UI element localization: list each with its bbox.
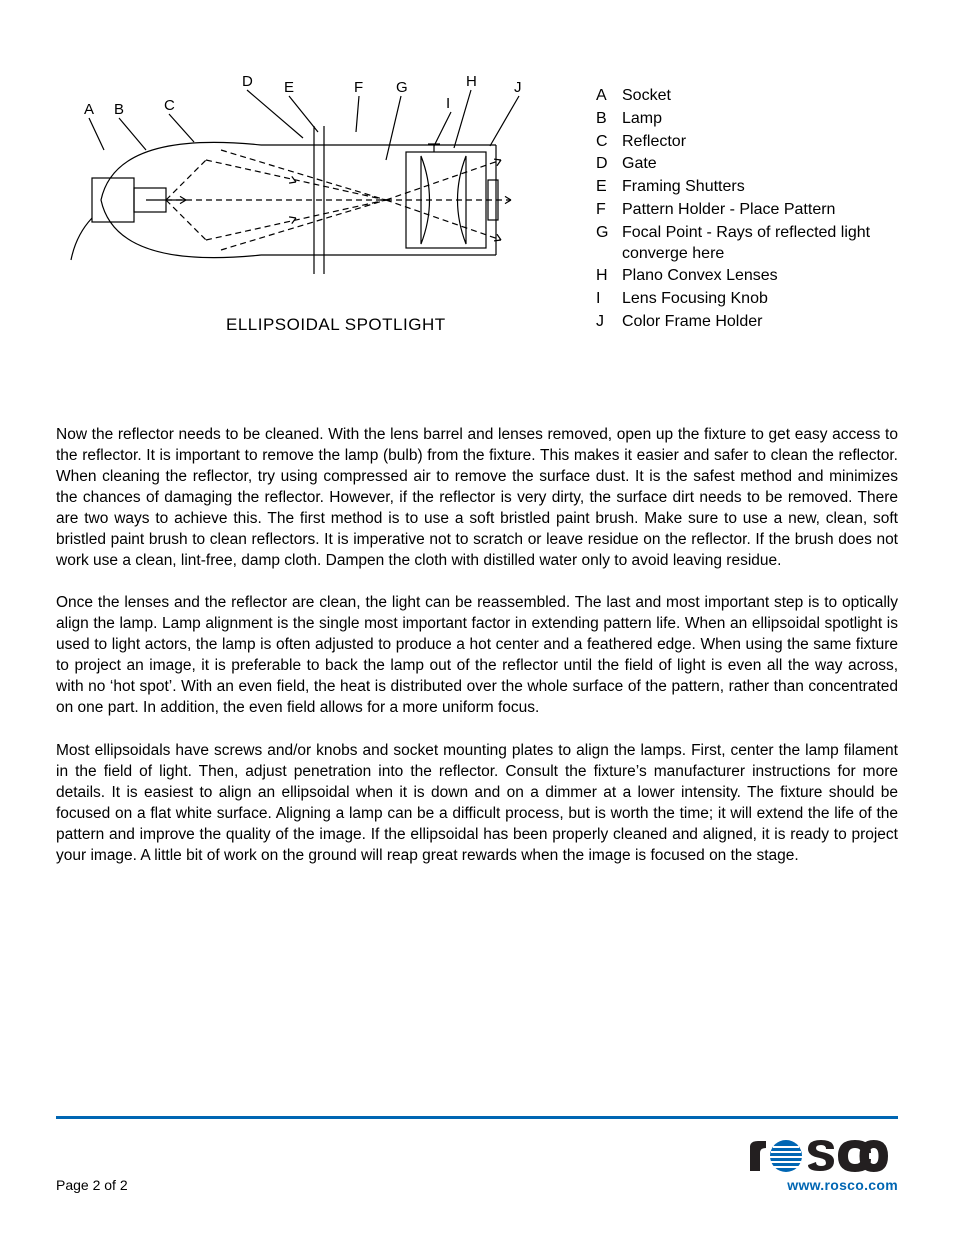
legend-letter: D	[596, 154, 622, 175]
footer-row: Page 2 of 2	[56, 1137, 898, 1193]
legend-text: Pattern Holder - Place Pattern	[622, 200, 898, 221]
legend-column: ASocketBLampCReflectorDGateEFraming Shut…	[596, 60, 898, 335]
page-footer: Page 2 of 2	[56, 1116, 898, 1193]
body-paragraph: Now the reflector needs to be cleaned. W…	[56, 425, 898, 571]
legend-row: BLamp	[596, 109, 898, 130]
legend-text: Reflector	[622, 132, 898, 153]
legend-row: DGate	[596, 154, 898, 175]
legend-row: ILens Focusing Knob	[596, 289, 898, 310]
legend-row: HPlano Convex Lenses	[596, 266, 898, 287]
legend-text: Focal Point - Rays of reflected light co…	[622, 223, 898, 265]
legend-letter: A	[596, 86, 622, 107]
svg-text:J: J	[514, 79, 522, 96]
legend-text: Lens Focusing Knob	[622, 289, 898, 310]
body-paragraph: Most ellipsoidals have screws and/or kno…	[56, 741, 898, 867]
body-text: Now the reflector needs to be cleaned. W…	[56, 425, 898, 867]
diagram-caption: ELLIPSOIDAL SPOTLIGHT	[226, 315, 566, 335]
legend-text: Plano Convex Lenses	[622, 266, 898, 287]
body-paragraph: Once the lenses and the reflector are cl…	[56, 593, 898, 719]
legend-text: Framing Shutters	[622, 177, 898, 198]
legend-row: GFocal Point - Rays of reflected light c…	[596, 223, 898, 265]
svg-text:C: C	[164, 97, 175, 114]
legend-text: Gate	[622, 154, 898, 175]
diagram-column: A B C D E F G HI J ELLIPSOIDAL SPOTLIGHT	[56, 60, 566, 335]
svg-text:F: F	[354, 79, 363, 96]
legend-text: Socket	[622, 86, 898, 107]
footer-rule	[56, 1116, 898, 1119]
legend-letter: B	[596, 109, 622, 130]
svg-text:I: I	[446, 95, 450, 112]
svg-text:B: B	[114, 101, 124, 118]
legend-row: ASocket	[596, 86, 898, 107]
svg-text:G: G	[396, 79, 408, 96]
svg-text:H: H	[466, 73, 477, 90]
legend-letter: E	[596, 177, 622, 198]
legend-row: CReflector	[596, 132, 898, 153]
legend-row: FPattern Holder - Place Pattern	[596, 200, 898, 221]
legend-letter: C	[596, 132, 622, 153]
legend-row: JColor Frame Holder	[596, 312, 898, 333]
legend-row: EFraming Shutters	[596, 177, 898, 198]
legend-text: Lamp	[622, 109, 898, 130]
rosco-logo	[748, 1137, 898, 1175]
spotlight-diagram: A B C D E F G HI J	[56, 60, 566, 290]
page-number: Page 2 of 2	[56, 1177, 128, 1193]
legend-letter: H	[596, 266, 622, 287]
legend-letter: J	[596, 312, 622, 333]
legend-letter: F	[596, 200, 622, 221]
legend-letter: I	[596, 289, 622, 310]
logo-url: www.rosco.com	[748, 1177, 898, 1193]
legend-text: Color Frame Holder	[622, 312, 898, 333]
svg-text:E: E	[284, 79, 294, 96]
top-section: ABCDEFGHIJ ELLIPSOIDAL SPOTLIGHT ASocket…	[56, 60, 898, 335]
svg-text:D: D	[242, 73, 253, 90]
svg-text:A: A	[84, 101, 94, 118]
logo-block: www.rosco.com	[748, 1137, 898, 1193]
legend-letter: G	[596, 223, 622, 265]
